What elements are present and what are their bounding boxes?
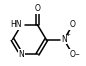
- Text: O: O: [70, 50, 76, 59]
- Text: N: N: [61, 35, 67, 44]
- Text: +: +: [65, 32, 70, 37]
- Text: −: −: [74, 52, 79, 57]
- Text: O: O: [70, 20, 76, 29]
- Text: N: N: [18, 50, 24, 59]
- Text: HN: HN: [10, 20, 21, 29]
- Text: O: O: [35, 4, 40, 13]
